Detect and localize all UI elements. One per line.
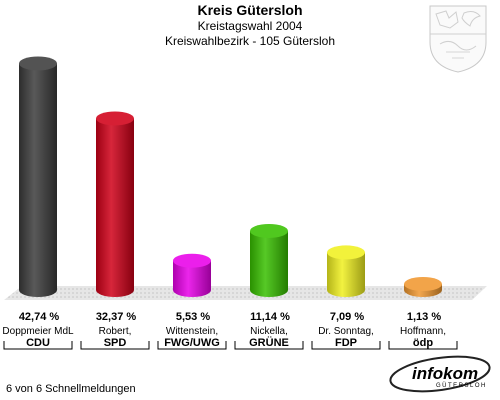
bar-body xyxy=(19,63,57,298)
bar-body xyxy=(96,118,134,298)
value-label: 1,13 % xyxy=(407,311,441,323)
value-labels: 42,74 % 32,37 % 5,53 % 11,14 % 7,09 % 1,13 % xyxy=(19,311,442,323)
bar-body xyxy=(327,252,365,297)
bar-top xyxy=(250,223,288,238)
party-label: ödp xyxy=(413,337,433,349)
bar-fwg-uwg xyxy=(173,253,211,297)
value-label: 32,37 % xyxy=(96,311,137,323)
bar-spd xyxy=(96,111,134,298)
chart-title: Kreis Gütersloh xyxy=(197,2,302,18)
bar-fdp xyxy=(327,245,365,297)
candidate-label: Hoffmann, xyxy=(400,326,446,337)
value-label: 7,09 % xyxy=(330,311,364,323)
bar-body xyxy=(250,230,288,297)
coat-of-arms-icon xyxy=(429,5,487,73)
candidate-label: Doppmeier MdL xyxy=(2,326,74,337)
district-label: Kreiswahlbezirk - 105 Gütersloh xyxy=(165,34,335,48)
bar-cdu xyxy=(19,56,57,298)
logo-name: infokom xyxy=(412,364,478,383)
candidate-label: Wittenstein, xyxy=(166,326,218,337)
logo-tagline: GÜTERSLOH xyxy=(436,382,487,389)
candidate-label: Robert, xyxy=(99,326,132,337)
label-bracket xyxy=(388,341,458,350)
value-label: 11,14 % xyxy=(250,311,290,323)
value-label: 5,53 % xyxy=(176,311,210,323)
label-bracket xyxy=(157,341,227,350)
candidate-label: Dr. Sonntag, xyxy=(318,326,374,337)
bar--dp xyxy=(404,277,442,297)
bar-top xyxy=(404,277,442,292)
bars-layer xyxy=(19,56,442,298)
party-label: CDU xyxy=(26,337,50,349)
value-label: 42,74 % xyxy=(19,311,60,323)
bar-top xyxy=(173,253,211,268)
logo-swoosh-icon xyxy=(389,355,491,393)
chart-subtitle: Kreistagswahl 2004 xyxy=(198,19,303,33)
bar-gr-ne xyxy=(250,223,288,297)
party-label: FDP xyxy=(335,337,357,349)
bar-top xyxy=(19,56,57,71)
label-bracket xyxy=(234,341,304,350)
candidate-label: Nickella, xyxy=(250,326,288,337)
label-bracket xyxy=(311,341,381,350)
party-label: SPD xyxy=(104,337,127,349)
party-label: FWG/UWG xyxy=(164,337,220,349)
party-label: GRÜNE xyxy=(249,336,289,349)
bar-body xyxy=(173,260,211,297)
label-bracket xyxy=(3,341,73,350)
infokom-logo: infokom GÜTERSLOH xyxy=(389,355,491,393)
bar-top xyxy=(327,245,365,260)
status-text: 6 von 6 Schnellmeldungen xyxy=(6,383,136,395)
label-bracket xyxy=(80,341,150,350)
bar-top xyxy=(96,111,134,126)
